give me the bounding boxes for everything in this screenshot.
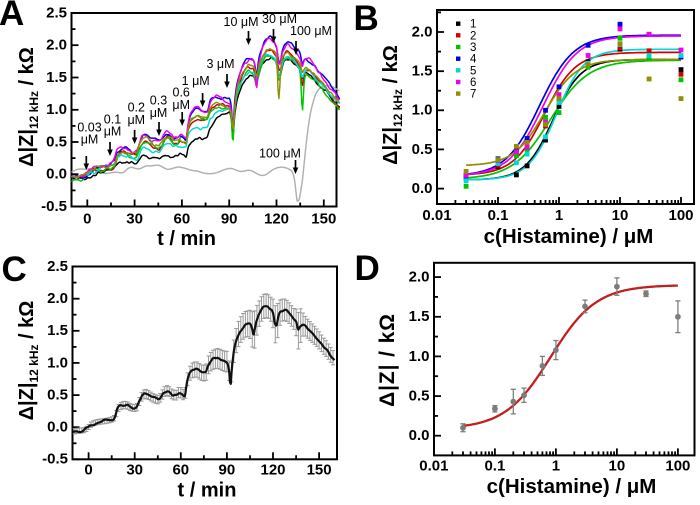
svg-text:2.0: 2.0: [46, 37, 67, 54]
svg-text:2.0: 2.0: [409, 269, 430, 286]
svg-text:30: 30: [126, 462, 143, 479]
svg-text:10 μM: 10 μM: [224, 15, 259, 29]
svg-text:0.0: 0.0: [47, 419, 68, 436]
svg-text:1 μM: 1 μM: [182, 74, 210, 88]
svg-text:0.5: 0.5: [409, 387, 430, 404]
svg-text:90: 90: [221, 211, 238, 228]
svg-text:A: A: [0, 0, 24, 33]
svg-text:100 μM: 100 μM: [290, 24, 332, 38]
svg-text:-0.5: -0.5: [41, 198, 67, 215]
svg-text:0.0: 0.0: [412, 180, 433, 197]
svg-text:0.1: 0.1: [104, 113, 121, 127]
svg-text:0.5: 0.5: [47, 387, 68, 404]
svg-text:-0.5: -0.5: [42, 451, 68, 468]
svg-text:150: 150: [311, 211, 336, 228]
svg-text:150: 150: [307, 462, 332, 479]
svg-text:μM: μM: [104, 125, 122, 139]
svg-text:0.6: 0.6: [173, 86, 190, 100]
svg-text:t / min: t / min: [178, 479, 237, 500]
svg-text:1.0: 1.0: [46, 101, 67, 118]
svg-text:Δ|Z|12 kHz / kΩ: Δ|Z|12 kHz / kΩ: [16, 301, 41, 421]
svg-text:7: 7: [470, 89, 476, 101]
svg-text:Δ|Z|12 kHz / kΩ: Δ|Z|12 kHz / kΩ: [16, 47, 41, 167]
svg-text:0: 0: [83, 211, 91, 228]
svg-text:0.0: 0.0: [409, 427, 430, 444]
svg-text:C: C: [2, 250, 27, 289]
svg-text:1.5: 1.5: [47, 322, 68, 339]
svg-text:6: 6: [470, 77, 476, 89]
svg-text:μM: μM: [81, 133, 99, 147]
svg-text:D: D: [355, 249, 380, 288]
svg-text:0.0: 0.0: [46, 166, 67, 183]
svg-text:c(Histamine) / μM: c(Histamine) / μM: [484, 225, 654, 248]
svg-text:100: 100: [668, 207, 693, 224]
svg-text:0.3: 0.3: [150, 94, 167, 108]
svg-text:10: 10: [612, 207, 629, 224]
svg-text:120: 120: [264, 211, 289, 228]
svg-text:c(Histamine) / μM: c(Histamine) / μM: [487, 475, 657, 498]
svg-text:60: 60: [174, 211, 191, 228]
svg-text:1.5: 1.5: [412, 63, 433, 80]
svg-text:1: 1: [552, 458, 560, 475]
svg-text:0.5: 0.5: [46, 133, 67, 150]
svg-text:120: 120: [260, 462, 285, 479]
svg-text:B: B: [354, 0, 379, 38]
svg-text:0.03: 0.03: [77, 121, 101, 135]
svg-text:30: 30: [126, 211, 143, 228]
svg-text:2.5: 2.5: [46, 4, 67, 21]
svg-text:5: 5: [470, 65, 476, 77]
svg-text:2.5: 2.5: [47, 258, 68, 275]
svg-text:1: 1: [470, 19, 476, 31]
svg-text:60: 60: [172, 462, 189, 479]
svg-text:1.0: 1.0: [409, 348, 430, 365]
svg-text:0.01: 0.01: [419, 458, 448, 475]
svg-text:0.1: 0.1: [488, 207, 509, 224]
svg-text:μM: μM: [127, 113, 145, 127]
svg-text:100 μM: 100 μM: [259, 147, 301, 161]
svg-text:3: 3: [470, 42, 476, 54]
svg-text:1.0: 1.0: [47, 354, 68, 371]
svg-text:4: 4: [470, 54, 477, 66]
svg-text:μM: μM: [172, 98, 190, 112]
svg-text:0.01: 0.01: [422, 207, 451, 224]
svg-text:100: 100: [665, 458, 690, 475]
svg-text:1.0: 1.0: [412, 102, 433, 119]
svg-text:90: 90: [219, 462, 236, 479]
svg-text:Δ|Z| / kΩ: Δ|Z| / kΩ: [376, 313, 399, 407]
svg-text:1.5: 1.5: [409, 308, 430, 325]
svg-text:10: 10: [609, 458, 626, 475]
svg-text:0.1: 0.1: [484, 458, 505, 475]
svg-text:2.0: 2.0: [47, 290, 68, 307]
svg-text:1.5: 1.5: [46, 69, 67, 86]
svg-text:3 μM: 3 μM: [206, 57, 234, 71]
svg-text:30 μM: 30 μM: [262, 12, 297, 26]
svg-text:μM: μM: [150, 106, 168, 120]
svg-text:0.5: 0.5: [412, 141, 433, 158]
svg-text:0.2: 0.2: [128, 101, 145, 115]
svg-text:1: 1: [555, 207, 563, 224]
svg-text:2: 2: [470, 30, 476, 42]
svg-text:0: 0: [84, 462, 92, 479]
svg-text:t / min: t / min: [157, 228, 216, 250]
svg-text:2.0: 2.0: [412, 23, 433, 40]
